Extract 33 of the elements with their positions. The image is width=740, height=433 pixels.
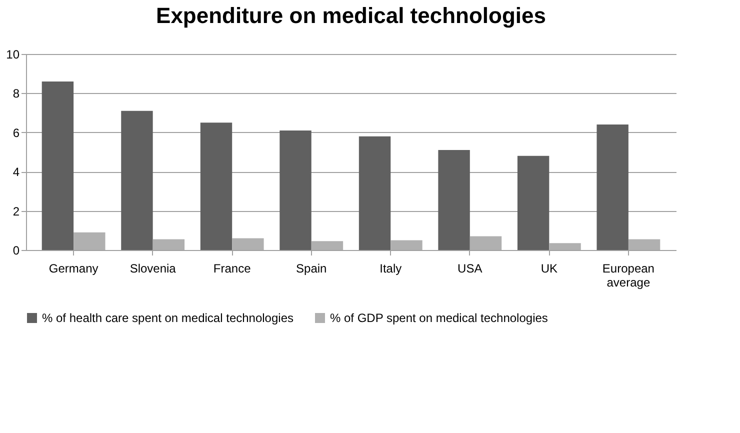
bar [517, 156, 550, 250]
legend-label: % of GDP spent on medical technologies [330, 311, 548, 325]
x-tick-label: Italy [380, 262, 402, 276]
bar [200, 122, 232, 250]
bar [438, 150, 470, 250]
chart-title: Expenditure on medical technologies [156, 3, 546, 28]
bar [74, 232, 106, 250]
x-tick-label: USA [458, 262, 482, 276]
y-tick-label: 0 [12, 244, 20, 258]
y-tick-label: 6 [12, 126, 20, 140]
bar [42, 81, 74, 250]
bar [358, 136, 391, 250]
bar [280, 130, 312, 250]
x-tick-label: Spain [296, 262, 327, 276]
bar [311, 241, 344, 250]
y-tick-label: 10 [6, 48, 20, 62]
x-tick-label: France [213, 262, 252, 276]
y-tick-label: 8 [12, 86, 20, 101]
x-tick-label: European average [602, 262, 654, 290]
x-tick-label: Slovenia [130, 262, 176, 276]
bar [470, 236, 502, 250]
y-tick-label: 2 [12, 204, 20, 218]
x-tick-label: UK [540, 262, 558, 276]
bar [596, 124, 628, 250]
bar [232, 238, 264, 250]
y-tick-label: 4 [12, 165, 20, 180]
bar [152, 239, 185, 250]
x-tick-label: Germany [48, 262, 98, 276]
bar [549, 243, 581, 250]
bar [121, 110, 153, 250]
legend-label: % of health care spent on medical technologies [42, 311, 294, 325]
bar [390, 240, 422, 250]
bar [628, 239, 660, 250]
